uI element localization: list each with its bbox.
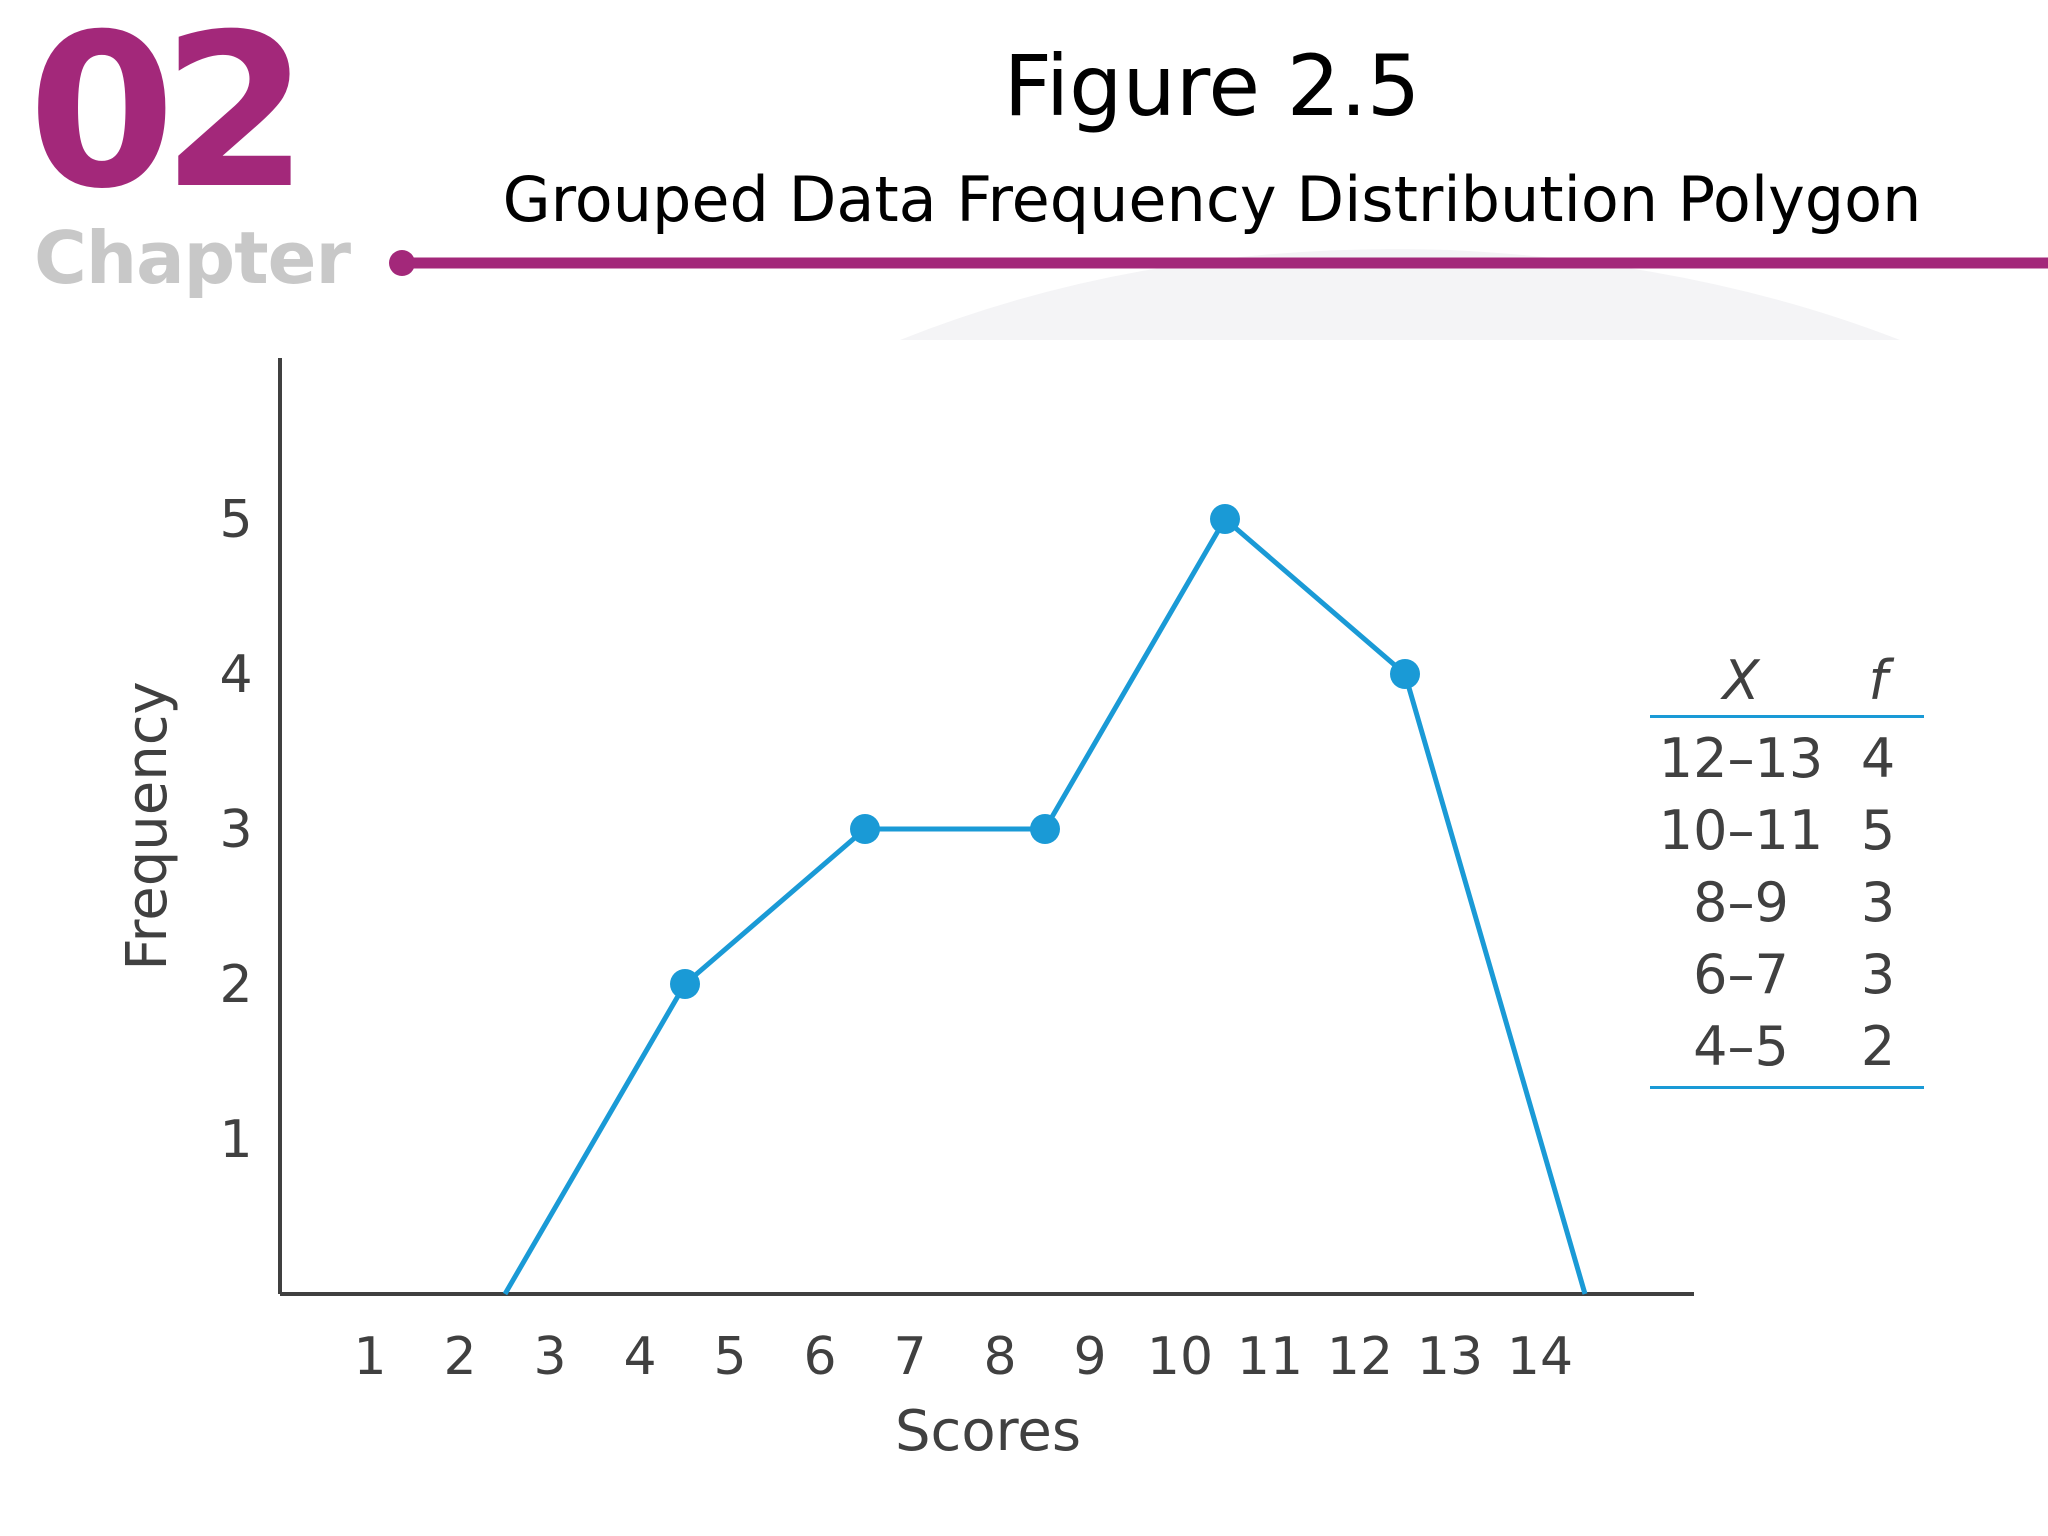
table-cell-frequency: 3 [1860, 942, 1896, 1006]
table-row: 6–7 3 [1650, 938, 1924, 1010]
table-cell-frequency: 2 [1860, 1014, 1896, 1078]
x-tick-label: 3 [533, 1327, 566, 1387]
page-title: Figure 2.5 [1003, 37, 1421, 135]
table-header-f: f [1868, 648, 1888, 712]
title-underline-dot [389, 250, 415, 276]
table-cell-interval: 4–5 [1693, 1014, 1789, 1078]
table-cell-frequency: 5 [1860, 798, 1896, 862]
y-tick-label: 3 [219, 800, 252, 860]
data-point [670, 969, 700, 999]
table-cell-frequency: 3 [1860, 870, 1896, 934]
chapter-number: 02 [28, 0, 309, 235]
y-tick-label: 1 [219, 1110, 252, 1170]
data-point [1390, 659, 1420, 689]
x-tick-label: 6 [803, 1327, 836, 1387]
table-row: 4–5 2 [1650, 1010, 1924, 1082]
header-background [389, 249, 2048, 340]
x-tick-label: 4 [623, 1327, 656, 1387]
x-tick-label: 11 [1237, 1327, 1303, 1387]
table-cell-interval: 6–7 [1693, 942, 1789, 1006]
y-axis-title: Frequency [115, 681, 180, 970]
y-tick-labels: 1 2 3 4 5 [219, 490, 252, 1170]
chart-axes [278, 358, 1694, 1296]
table-body: 12–13 4 10–11 5 8–9 3 6–7 3 4–5 2 [1650, 718, 1924, 1089]
data-point [1030, 814, 1060, 844]
frequency-table: X f 12–13 4 10–11 5 8–9 3 6–7 3 4–5 2 [1650, 645, 1924, 1089]
x-tick-labels: 1 2 3 4 5 6 7 8 9 10 11 12 13 14 [353, 1327, 1573, 1387]
x-tick-label: 7 [893, 1327, 926, 1387]
table-row: 8–9 3 [1650, 866, 1924, 938]
x-tick-label: 1 [353, 1327, 386, 1387]
table-cell-interval: 10–11 [1658, 798, 1824, 862]
data-point [850, 814, 880, 844]
table-row: 10–11 5 [1650, 794, 1924, 866]
x-tick-label: 14 [1507, 1327, 1573, 1387]
header-swoosh-shape [900, 249, 1900, 340]
table-row: 12–13 4 [1650, 722, 1924, 794]
series-line [502, 516, 1588, 1296]
table-cell-frequency: 4 [1860, 726, 1896, 790]
x-tick-label: 8 [983, 1327, 1016, 1387]
x-tick-label: 5 [713, 1327, 746, 1387]
series-layer [502, 504, 1588, 1296]
y-tick-label: 5 [219, 490, 252, 550]
y-tick-label: 2 [219, 955, 252, 1015]
x-tick-label: 9 [1073, 1327, 1106, 1387]
page-subtitle: Grouped Data Frequency Distribution Poly… [502, 163, 1922, 236]
x-axis-title: Scores [895, 1399, 1081, 1464]
table-cell-interval: 12–13 [1658, 726, 1824, 790]
x-tick-label: 12 [1327, 1327, 1393, 1387]
x-tick-label: 13 [1417, 1327, 1483, 1387]
x-tick-label: 10 [1147, 1327, 1213, 1387]
y-tick-label: 4 [219, 645, 252, 705]
table-cell-interval: 8–9 [1693, 870, 1789, 934]
data-point [1210, 504, 1240, 534]
x-tick-label: 2 [443, 1327, 476, 1387]
table-header: X f [1650, 645, 1924, 718]
chapter-word: Chapter [34, 216, 351, 300]
table-header-x: X [1722, 648, 1760, 712]
